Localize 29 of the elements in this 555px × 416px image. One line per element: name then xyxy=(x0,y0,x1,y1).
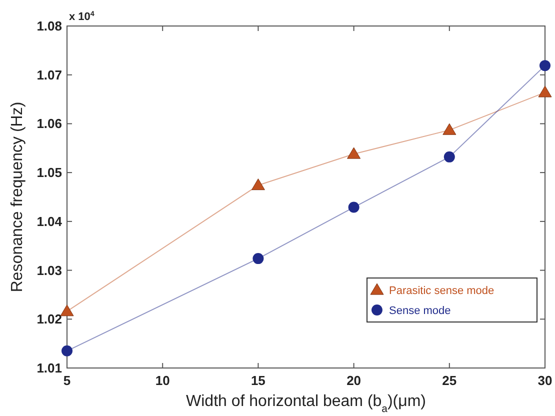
y-tick-label: 1.07 xyxy=(36,67,62,82)
point xyxy=(251,178,265,190)
x-tick-label: 5 xyxy=(63,373,71,388)
point xyxy=(62,345,72,356)
y-tick-label: 1.04 xyxy=(36,214,63,229)
y-tick-label: 1.06 xyxy=(36,116,62,132)
text: x 10$^{4}$ xyxy=(69,10,94,23)
legend-label: Parasitic sense mode xyxy=(389,285,494,297)
point xyxy=(252,253,264,264)
x-tick-label: 20 xyxy=(346,373,362,388)
point xyxy=(538,86,552,98)
x-axis-title: Width of horizontal beam (b$_{a}$)(μm) xyxy=(186,393,426,414)
point xyxy=(60,304,74,316)
x-tick-label: 10 xyxy=(155,373,170,388)
x-tick-label: 30 xyxy=(538,373,552,388)
y-axis-title: Resonance frequency (Hz) xyxy=(9,102,26,292)
x-tick-label: 25 xyxy=(442,373,457,388)
point xyxy=(348,202,360,213)
y-tick-label: 1.05 xyxy=(36,165,62,180)
y-tick-label: 1.01 xyxy=(36,360,62,376)
y-tick-label: 1.08 xyxy=(36,18,62,34)
point xyxy=(347,147,361,159)
x-tick-label: 15 xyxy=(250,373,266,388)
point xyxy=(442,123,456,135)
y-tick-label: 1.02 xyxy=(36,312,62,327)
legend-label: Sense mode xyxy=(389,305,451,317)
point xyxy=(540,60,550,72)
y-tick-label: 1.03 xyxy=(36,262,62,278)
point xyxy=(444,151,455,162)
